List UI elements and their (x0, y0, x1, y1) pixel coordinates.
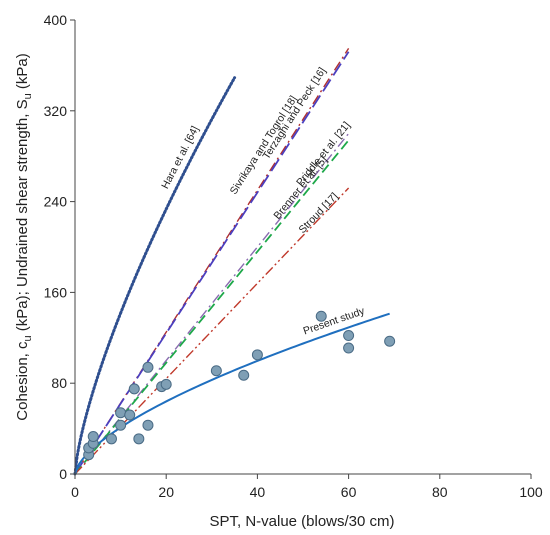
y-axis-title-sub1: u (22, 335, 34, 341)
curve-label: Terzaghi and Peck [16] (260, 65, 328, 161)
data-point (343, 330, 355, 342)
curve-priddle-et-al-21 (74, 133, 350, 475)
curve-label: Stroud [17] (296, 190, 340, 235)
curve-hara-et-al-64 (73, 76, 237, 476)
x-tick-label: 100 (519, 484, 543, 500)
curve-terzaghi-and-peck-16 (74, 51, 350, 475)
y-tick-label: 0 (59, 466, 67, 482)
y-tick-label: 240 (44, 194, 68, 210)
y-tick-label: 400 (44, 12, 68, 28)
x-axis-title: SPT, N-value (blows/30 cm) (209, 513, 394, 530)
data-point (210, 365, 222, 377)
data-point (128, 383, 140, 395)
y-tick-label: 320 (44, 103, 68, 119)
data-point (384, 335, 396, 347)
y-axis-title: Cohesion, cu (kPa); Undrained shear stre… (14, 53, 34, 420)
x-tick-label: 80 (432, 484, 448, 500)
y-tick-label: 80 (51, 375, 67, 391)
y-tick-group: 0 80 160 240 320 400 (44, 12, 75, 482)
x-tick-label: 0 (71, 484, 79, 500)
data-point (160, 378, 172, 390)
x-tick-label: 20 (158, 484, 174, 500)
data-point (105, 433, 117, 445)
data-point (251, 349, 263, 361)
y-axis-title-part1: Cohesion, c (14, 341, 31, 421)
y-axis-title-part3: (kPa) (14, 53, 31, 93)
data-point (343, 342, 355, 354)
data-point (87, 431, 99, 443)
curve-present-study (74, 312, 390, 475)
data-point (142, 419, 154, 431)
data-point (124, 409, 136, 421)
data-point (115, 419, 127, 431)
y-axis-title-part2: (kPa); Undrained shear strength, S (14, 99, 31, 335)
data-point (133, 433, 145, 445)
curve-group (73, 48, 390, 476)
point-group (83, 310, 396, 461)
data-point (238, 369, 250, 381)
x-tick-group: 0 20 40 60 80 100 (71, 474, 543, 500)
data-point (315, 310, 327, 322)
data-point (115, 407, 127, 419)
data-point (142, 361, 154, 373)
x-tick-label: 40 (250, 484, 266, 500)
x-tick-label: 60 (341, 484, 357, 500)
curve-brenner-et-al-5 (74, 139, 350, 475)
y-tick-label: 160 (44, 284, 68, 300)
y-axis-title-sub2: u (22, 93, 34, 99)
